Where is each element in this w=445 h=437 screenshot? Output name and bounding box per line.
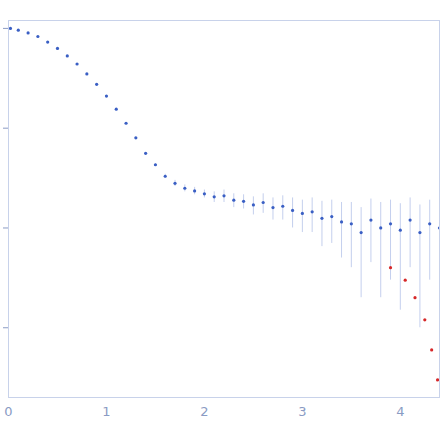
svg-text:1: 1 xyxy=(102,404,110,419)
svg-text:2: 2 xyxy=(200,404,208,419)
svg-text:3: 3 xyxy=(298,404,306,419)
svg-text:0: 0 xyxy=(4,404,12,419)
svg-text:4: 4 xyxy=(396,404,404,419)
